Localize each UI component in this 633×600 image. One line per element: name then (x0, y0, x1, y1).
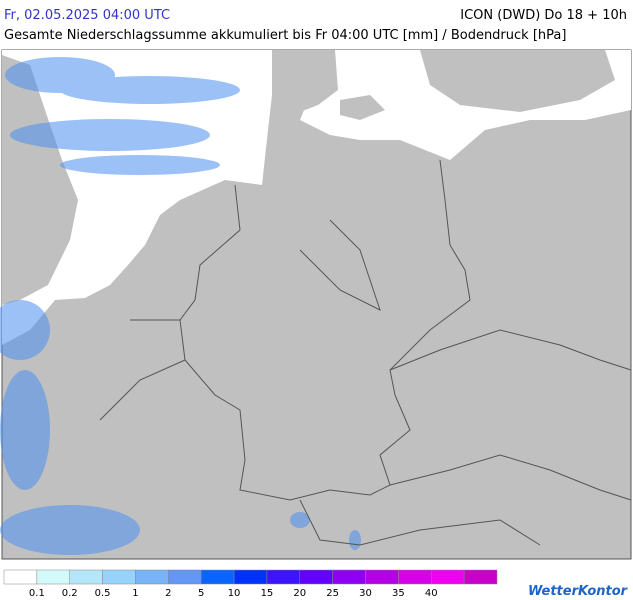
precipitation (0, 57, 361, 555)
legend-swatch (463, 569, 498, 585)
great-britain (2, 55, 78, 305)
legend-swatch (365, 569, 399, 585)
legend-label: 0.2 (62, 588, 78, 599)
legend-swatch (168, 569, 202, 585)
legend-swatch (200, 569, 235, 585)
legend-swatch (233, 569, 268, 585)
legend-label: 15 (261, 588, 274, 599)
legend-label: 10 (228, 588, 241, 599)
legend-swatch (398, 569, 432, 585)
legend-swatch (69, 569, 103, 585)
legend-label: 2 (165, 588, 171, 599)
denmark (272, 50, 338, 120)
legend-swatch (135, 569, 169, 585)
model-run: ICON (DWD) Do 18 + 10h (460, 8, 627, 23)
legend-swatch (102, 569, 136, 585)
legend-label: 0.1 (29, 588, 45, 599)
legend-swatch (332, 569, 366, 585)
legend-label: 0.5 (95, 588, 111, 599)
legend-swatch (3, 569, 38, 585)
sweden (420, 50, 615, 112)
map (0, 49, 632, 560)
legend-label: 25 (326, 588, 339, 599)
borders (99, 159, 632, 546)
legend-label: 40 (425, 588, 438, 599)
legend-label: 20 (293, 588, 306, 599)
datetime: Fr, 02.05.2025 04:00 UTC (4, 8, 170, 23)
legend-swatch (36, 569, 70, 585)
legend-swatch (299, 569, 333, 585)
legend: 0.1 0.2 0.5 1 2 5 10 15 20 25 30 35 40 (3, 569, 498, 599)
legend-label: 5 (198, 588, 204, 599)
legend-swatch (266, 569, 301, 585)
legend-label: 30 (359, 588, 372, 599)
legend-swatch (431, 569, 465, 585)
legend-label: 35 (392, 588, 405, 599)
legend-label: 1 (132, 588, 138, 599)
islands (340, 95, 385, 120)
map-title: Gesamte Niederschlagssumme akkumuliert b… (4, 28, 566, 43)
logo: WetterKontor (528, 584, 629, 599)
